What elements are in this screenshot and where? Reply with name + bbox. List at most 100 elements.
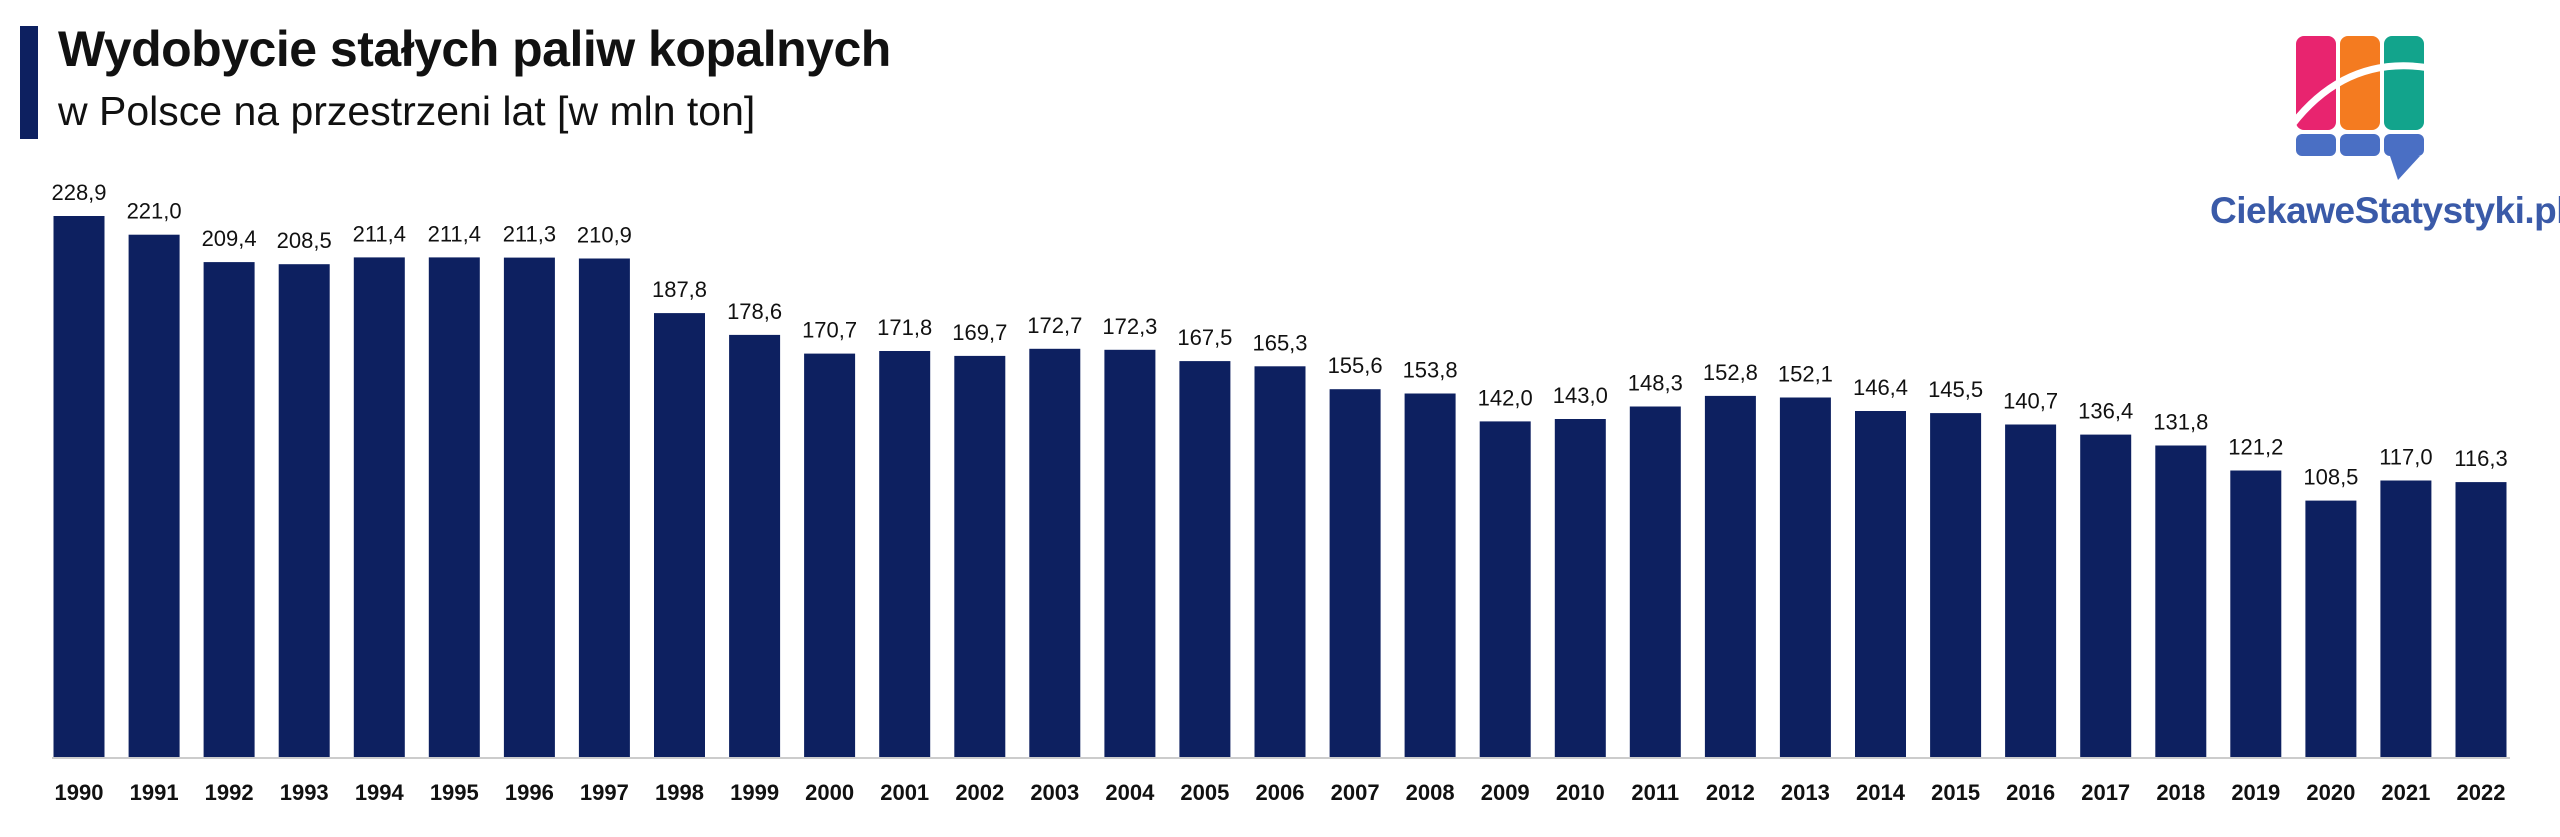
data-label-1999: 178,6 xyxy=(727,299,782,324)
x-tick-label-2007: 2007 xyxy=(1331,780,1380,805)
x-tick-label-2008: 2008 xyxy=(1406,780,1455,805)
bar-2008 xyxy=(1404,393,1456,757)
x-tick-label-1996: 1996 xyxy=(505,780,554,805)
data-label-2017: 136,4 xyxy=(2078,399,2133,424)
brand-name: CiekaweStatystyki.pl xyxy=(2210,190,2560,231)
bar-2014 xyxy=(1855,411,1906,757)
data-label-2013: 152,1 xyxy=(1778,362,1833,387)
chart-title: Wydobycie stałych paliw kopalnych xyxy=(58,21,891,77)
data-label-2021: 117,0 xyxy=(2379,445,2432,470)
x-tick-label-1990: 1990 xyxy=(55,780,104,805)
data-label-2022: 116,3 xyxy=(2454,446,2507,471)
data-label-2000: 170,7 xyxy=(802,318,857,343)
x-tick-label-2013: 2013 xyxy=(1781,780,1830,805)
bar-1992 xyxy=(203,262,255,757)
bar-2018 xyxy=(2155,445,2207,757)
bar-1994 xyxy=(353,257,405,757)
data-label-2006: 165,3 xyxy=(1252,330,1307,355)
bar-2022 xyxy=(2455,482,2507,757)
data-label-1994: 211,4 xyxy=(353,221,406,246)
bar-1990 xyxy=(53,216,105,757)
bar-1996 xyxy=(503,257,555,757)
x-tick-label-2018: 2018 xyxy=(2156,780,2205,805)
bar-1991 xyxy=(128,234,180,757)
x-tick-label-2002: 2002 xyxy=(955,780,1004,805)
x-tick-label-2022: 2022 xyxy=(2457,780,2506,805)
data-label-2019: 121,2 xyxy=(2228,435,2283,460)
data-label-2007: 155,6 xyxy=(1328,353,1383,378)
data-label-2011: 148,3 xyxy=(1628,371,1683,396)
bar-1993 xyxy=(278,264,330,757)
bar-2007 xyxy=(1329,389,1381,757)
data-label-2010: 143,0 xyxy=(1553,383,1608,408)
bar-1999 xyxy=(729,334,781,757)
data-label-1992: 209,4 xyxy=(202,226,257,251)
bar-2010 xyxy=(1554,419,1606,757)
x-tick-label-2003: 2003 xyxy=(1030,780,1079,805)
bar-2016 xyxy=(2005,424,2057,757)
data-label-2012: 152,8 xyxy=(1703,360,1758,385)
x-tick-label-2001: 2001 xyxy=(880,780,929,805)
data-label-1997: 210,9 xyxy=(577,223,632,248)
x-tick-label-2000: 2000 xyxy=(805,780,854,805)
data-label-2016: 140,7 xyxy=(2003,389,2058,414)
data-label-1995: 211,4 xyxy=(428,221,481,246)
data-label-2004: 172,3 xyxy=(1102,314,1157,339)
bar-1998 xyxy=(654,313,705,757)
data-label-1998: 187,8 xyxy=(652,277,707,302)
bar-2017 xyxy=(2080,434,2132,757)
bar-2013 xyxy=(1779,397,1831,757)
x-tick-label-2015: 2015 xyxy=(1931,780,1980,805)
x-tick-label-2005: 2005 xyxy=(1180,780,1229,805)
bar-2002 xyxy=(954,355,1006,757)
bar-2005 xyxy=(1179,361,1231,757)
data-label-2005: 167,5 xyxy=(1177,325,1232,350)
x-tick-label-2011: 2011 xyxy=(1631,780,1679,805)
data-label-1990: 228,9 xyxy=(51,180,106,205)
x-tick-label-2020: 2020 xyxy=(2306,780,2355,805)
x-tick-label-2016: 2016 xyxy=(2006,780,2055,805)
x-tick-label-1998: 1998 xyxy=(655,780,704,805)
bar-2021 xyxy=(2380,480,2432,757)
bar-2006 xyxy=(1254,366,1306,757)
bar-2011 xyxy=(1629,406,1681,757)
x-tick-label-2021: 2021 xyxy=(2381,780,2430,805)
bar-2004 xyxy=(1104,349,1156,757)
data-label-2008: 153,8 xyxy=(1403,358,1458,383)
x-tick-label-2012: 2012 xyxy=(1706,780,1755,805)
x-tick-label-1992: 1992 xyxy=(205,780,254,805)
data-label-2009: 142,0 xyxy=(1478,385,1533,410)
bar-2015 xyxy=(1930,413,1982,757)
data-label-2001: 171,8 xyxy=(877,315,932,340)
bar-1995 xyxy=(428,257,480,757)
data-label-1996: 211,3 xyxy=(503,222,556,247)
data-label-2020: 108,5 xyxy=(2303,465,2358,490)
x-tick-label-2010: 2010 xyxy=(1556,780,1605,805)
x-tick-label-1991: 1991 xyxy=(130,780,179,805)
bar-2000 xyxy=(804,353,856,757)
x-tick-label-2014: 2014 xyxy=(1856,780,1906,805)
x-tick-label-1995: 1995 xyxy=(430,780,479,805)
bar-2003 xyxy=(1029,348,1081,757)
data-label-1991: 221,0 xyxy=(127,199,182,224)
bar-2020 xyxy=(2305,500,2357,757)
x-tick-label-2019: 2019 xyxy=(2231,780,2280,805)
x-tick-label-2017: 2017 xyxy=(2081,780,2130,805)
x-tick-label-2004: 2004 xyxy=(1105,780,1155,805)
bar-2001 xyxy=(879,351,931,757)
data-label-2014: 146,4 xyxy=(1853,375,1908,400)
bar-2009 xyxy=(1479,421,1531,757)
chart-subtitle: w Polsce na przestrzeni lat [w mln ton] xyxy=(58,88,756,134)
bar-2012 xyxy=(1704,395,1756,757)
bar-1997 xyxy=(578,258,630,757)
x-tick-label-1994: 1994 xyxy=(355,780,405,805)
title-accent-bar xyxy=(20,26,38,139)
x-tick-label-2006: 2006 xyxy=(1256,780,1305,805)
data-label-2002: 169,7 xyxy=(952,320,1007,345)
x-tick-label-2009: 2009 xyxy=(1481,780,1530,805)
data-label-2003: 172,7 xyxy=(1027,313,1082,338)
x-tick-label-1993: 1993 xyxy=(280,780,329,805)
data-label-1993: 208,5 xyxy=(277,228,332,253)
x-tick-label-1999: 1999 xyxy=(730,780,779,805)
